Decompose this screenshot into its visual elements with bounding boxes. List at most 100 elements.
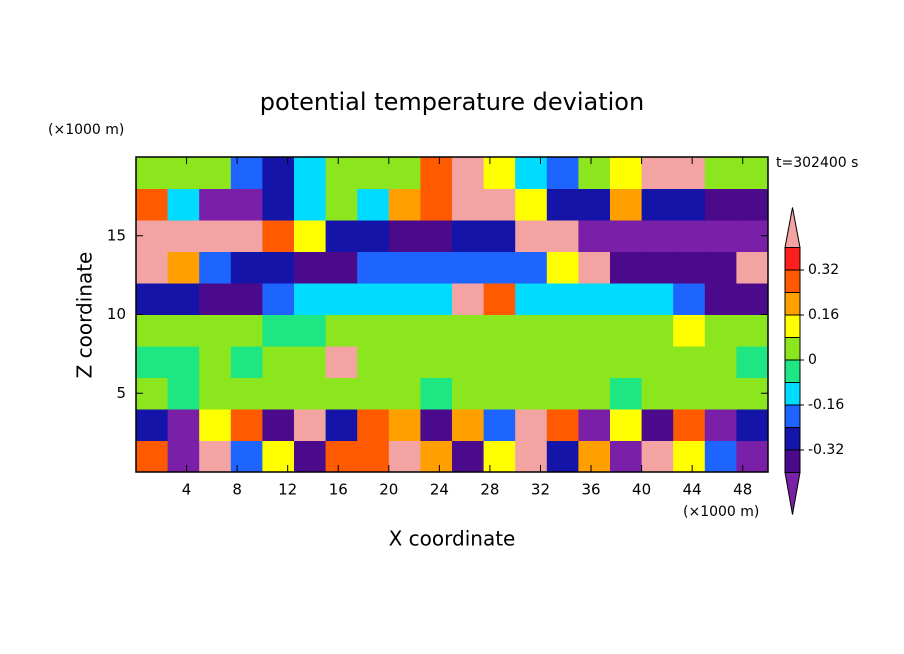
contour-cell (167, 377, 200, 410)
contour-cell (736, 283, 769, 315)
contour-cell (736, 440, 769, 473)
contour-cell (452, 157, 485, 189)
contour-cell (515, 314, 548, 347)
contour-cell (136, 188, 169, 221)
colorbar-box (784, 337, 801, 361)
contour-cell (641, 251, 674, 284)
contour-cell (262, 188, 295, 221)
contour-cell (483, 314, 516, 347)
contour-cell (357, 314, 390, 347)
contour-cell (357, 409, 390, 441)
colorbar-label: 0.32 (808, 262, 839, 278)
contour-cell (199, 346, 232, 378)
contour-cell (167, 220, 200, 252)
contour-cell (704, 314, 737, 347)
chart-title: potential temperature deviation (260, 88, 644, 116)
contour-cell (452, 346, 485, 378)
contour-cell (388, 188, 421, 221)
contour-cell (452, 314, 485, 347)
contour-cell (515, 157, 548, 189)
contour-cell (673, 188, 706, 221)
contour-cell (325, 283, 358, 315)
contour-cell (294, 409, 327, 441)
contour-cell (641, 157, 674, 189)
contour-cell (199, 251, 232, 284)
contour-cell (610, 220, 643, 252)
contour-cell (230, 409, 263, 441)
contour-cell (673, 346, 706, 378)
contour-cell (452, 440, 485, 473)
contour-cell (546, 251, 579, 284)
contour-cell (515, 346, 548, 378)
contour-cell (167, 440, 200, 473)
contour-cell (199, 409, 232, 441)
contour-cell (515, 188, 548, 221)
contour-cell (578, 346, 611, 378)
contour-cell (515, 377, 548, 410)
x-tick-label: 20 (379, 481, 398, 499)
contour-cell (199, 314, 232, 347)
contour-cell (736, 409, 769, 441)
contour-cell (230, 440, 263, 473)
contour-cell (673, 409, 706, 441)
contour-cell (420, 440, 453, 473)
contour-cell (199, 440, 232, 473)
contour-cell (325, 377, 358, 410)
colorbar-box (784, 427, 801, 451)
contour-cell (262, 346, 295, 378)
contour-cell (546, 377, 579, 410)
contour-cell (167, 283, 200, 315)
contour-cell (325, 440, 358, 473)
contour-cell (610, 409, 643, 441)
contour-cell (420, 188, 453, 221)
contour-cell (420, 157, 453, 189)
colorbar-box (784, 382, 801, 406)
contour-cell (199, 157, 232, 189)
colorbar-box (784, 359, 801, 383)
y-tick-label: 15 (107, 226, 126, 244)
contour-cell (452, 188, 485, 221)
contour-cell (704, 409, 737, 441)
contour-cell (610, 377, 643, 410)
contour-cell (610, 188, 643, 221)
contour-cell (294, 188, 327, 221)
x-axis-label: X coordinate (389, 527, 516, 551)
contour-cell (452, 251, 485, 284)
contour-cell (610, 283, 643, 315)
contour-cell (388, 440, 421, 473)
contour-cell (357, 220, 390, 252)
contour-cell (325, 346, 358, 378)
annotation: t=302400 s (776, 155, 858, 171)
contour-cell (420, 377, 453, 410)
contour-cell (357, 440, 390, 473)
contour-cell (325, 188, 358, 221)
contour-cell (452, 409, 485, 441)
contour-cell (167, 346, 200, 378)
contour-cell (420, 346, 453, 378)
contour-cell (546, 409, 579, 441)
contour-cell (388, 157, 421, 189)
contour-cell (736, 188, 769, 221)
contour-cell (704, 188, 737, 221)
contour-cell (294, 377, 327, 410)
contour-cell (230, 346, 263, 378)
contour-cell (641, 377, 674, 410)
x-tick-label: 40 (632, 481, 651, 499)
contour-cell (704, 157, 737, 189)
contour-cell (704, 220, 737, 252)
colorbar-label: -0.16 (808, 397, 844, 413)
contour-cell (673, 220, 706, 252)
contour-cell (578, 283, 611, 315)
contour-cell (483, 188, 516, 221)
contour-cell (578, 251, 611, 284)
contour-cell (325, 157, 358, 189)
contour-cell (388, 283, 421, 315)
colorbar-label: 0.16 (808, 307, 839, 323)
contour-cell (546, 188, 579, 221)
contour-cell (388, 220, 421, 252)
contour-cell (388, 409, 421, 441)
contour-cell (325, 409, 358, 441)
contour-cell (420, 220, 453, 252)
contour-cell (136, 314, 169, 347)
contour-cell (136, 346, 169, 378)
